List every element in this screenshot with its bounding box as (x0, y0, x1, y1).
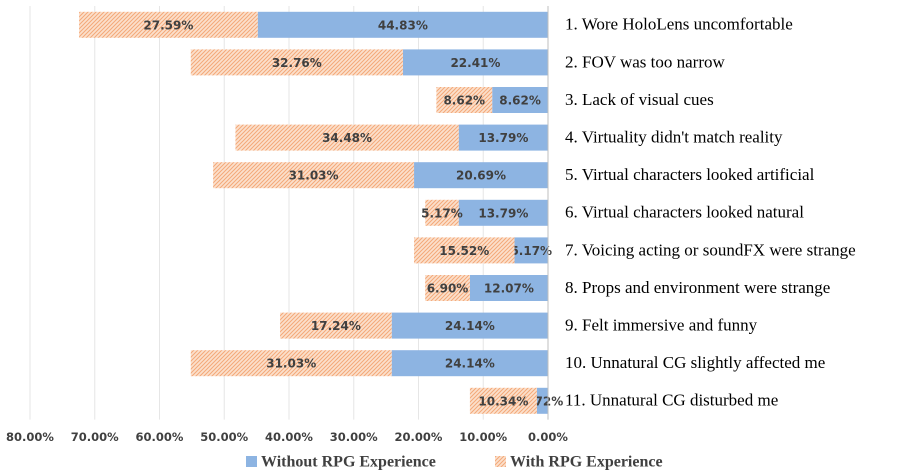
bar-segment (213, 162, 415, 189)
x-tick-label: 0.00% (528, 430, 568, 444)
data-label: 31.03% (289, 169, 339, 183)
bar-segment (402, 49, 548, 76)
category-label: 6. Virtual characters looked natural (565, 203, 804, 222)
x-tick-label: 20.00% (395, 430, 443, 444)
data-label: 6.90% (427, 282, 469, 296)
legend-swatch (246, 456, 257, 467)
bar-segment (190, 49, 403, 76)
bar-segment (436, 87, 493, 113)
category-label: 2. FOV was too narrow (565, 52, 725, 71)
bar-segment (414, 162, 548, 189)
bar-segment (391, 350, 548, 377)
data-label: 24.14% (445, 357, 495, 371)
data-label: 34.48% (322, 131, 372, 145)
x-tick-label: 40.00% (265, 430, 313, 444)
category-label: 8. Props and environment were strange (565, 278, 830, 297)
x-tick-label: 30.00% (330, 430, 378, 444)
bar-segment (492, 87, 548, 113)
data-label: 8.62% (499, 94, 541, 108)
category-label: 7. Voicing acting or soundFX were strang… (565, 240, 856, 259)
x-tick-label: 60.00% (136, 430, 184, 444)
data-label: 13.79% (478, 206, 528, 220)
bar-segment (280, 312, 392, 339)
data-label: 44.83% (378, 18, 428, 32)
data-label: 27.59% (143, 18, 193, 32)
x-tick-label: 10.00% (459, 430, 507, 444)
bar-segment (458, 124, 548, 151)
legend-label: With RPG Experience (510, 454, 663, 471)
data-label: 31.03% (266, 357, 316, 371)
category-label: 10. Unnatural CG slightly affected me (565, 353, 825, 372)
category-label: 11. Unnatural CG disturbed me (565, 391, 778, 410)
bar-segment (79, 11, 258, 38)
bar-segment (536, 387, 548, 414)
bar-segment (458, 199, 548, 226)
data-label: 17.24% (311, 319, 361, 333)
data-label: 12.07% (484, 282, 534, 296)
data-label: 5.17% (421, 206, 463, 220)
category-label: 3. Lack of visual cues (565, 90, 714, 109)
data-label: 22.41% (450, 56, 500, 70)
bar-segment (514, 237, 548, 264)
bar-segment (425, 275, 470, 301)
bar-segment (469, 387, 537, 414)
data-label: 24.14% (445, 319, 495, 333)
bar-segment (414, 237, 515, 264)
category-label: 5. Virtual characters looked artificial (565, 165, 815, 184)
category-label: 1. Wore HoloLens uncomfortable (565, 15, 793, 34)
data-label: 15.52% (439, 244, 489, 258)
data-label: 5.17% (510, 244, 552, 258)
data-label: 8.62% (443, 94, 485, 108)
legend-label: Without RPG Experience (261, 454, 436, 471)
bar-segment (190, 350, 392, 377)
data-label: 20.69% (456, 169, 506, 183)
data-label: 32.76% (272, 56, 322, 70)
bar-segment (235, 124, 459, 151)
bar-segment (257, 11, 548, 38)
x-tick-label: 70.00% (71, 430, 119, 444)
data-label: 13.79% (478, 131, 528, 145)
x-tick-label: 80.00% (6, 430, 54, 444)
legend-swatch (495, 456, 506, 467)
bar-segment (425, 199, 459, 226)
bar-segment (391, 312, 548, 339)
data-label: 10.34% (478, 394, 528, 408)
category-label: 9. Felt immersive and funny (565, 316, 758, 335)
bar-segment (469, 275, 548, 301)
category-label: 4. Virtuality didn't match reality (565, 128, 783, 147)
x-tick-label: 50.00% (200, 430, 248, 444)
